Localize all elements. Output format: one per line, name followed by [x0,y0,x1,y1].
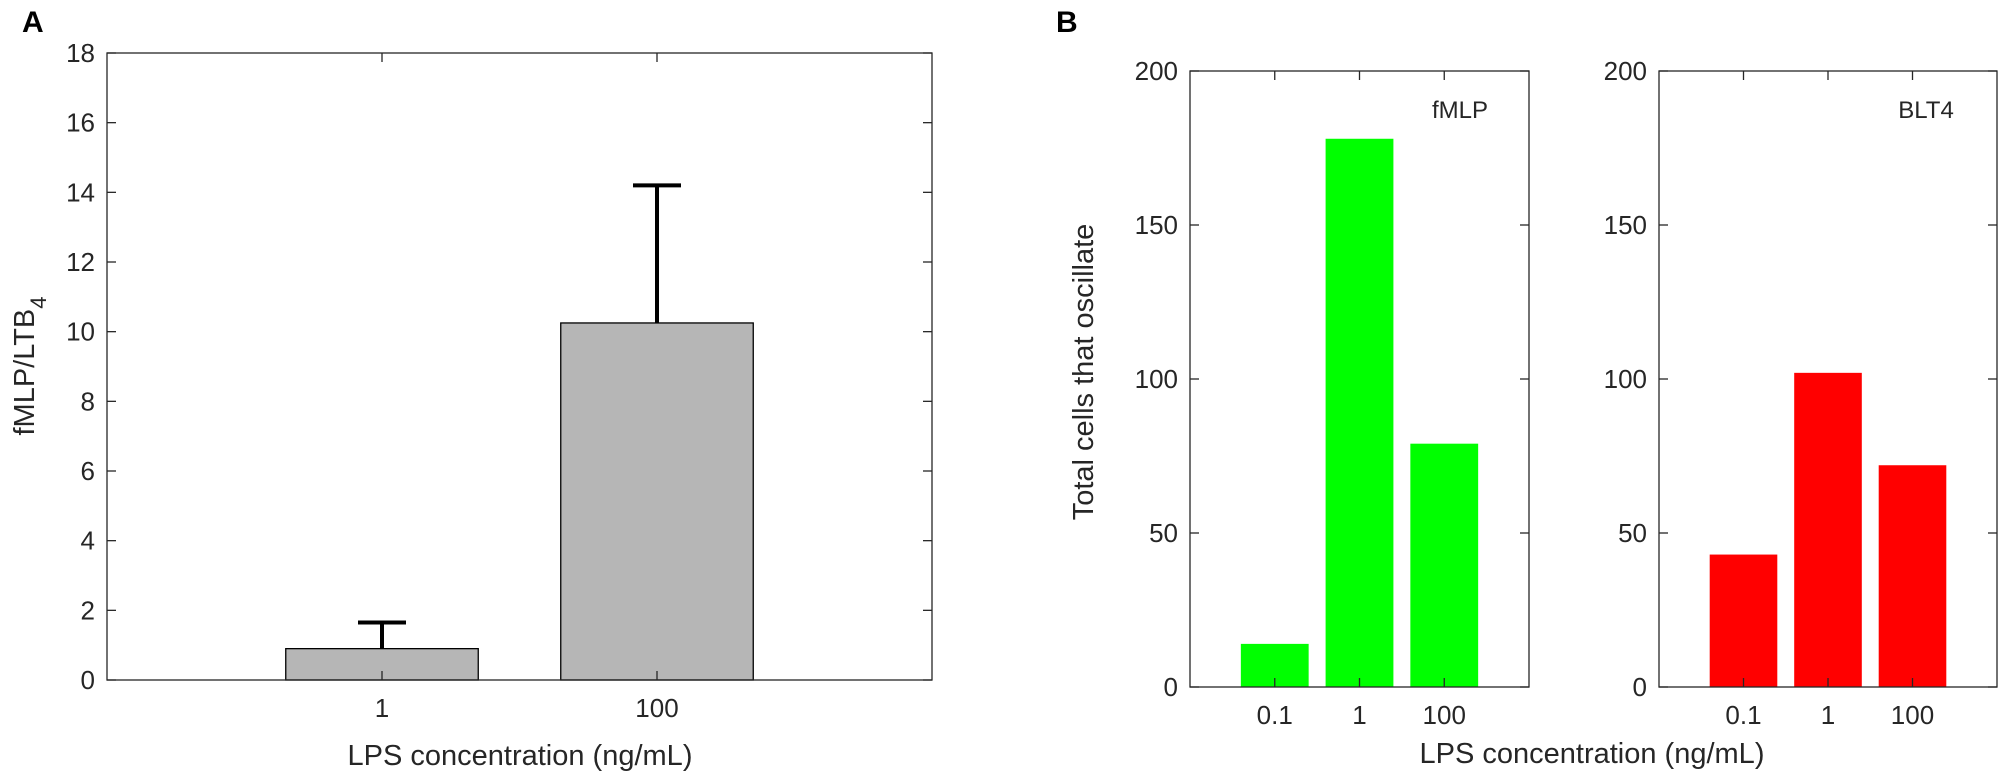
panel-letter-a: A [22,6,44,39]
panel-b-blt4-y-tick-labels: 0 50 100 150 200 [1604,56,1647,702]
panel-a-bar-1 [560,322,754,681]
panel-b-blt4-bars [1709,372,1947,687]
panel-a-bars [285,322,754,681]
panel-a-y-tick-label-6: 12 [66,247,95,277]
panel-b-blt4-bar-0 [1709,554,1778,687]
panel-a-ticks [107,52,932,681]
panel-a-y-axis-label-main: fMLP/LTB [9,309,41,436]
panel-b-fmlp-y-tick-label-4: 200 [1135,56,1178,86]
panel-b-fmlp-y-tick-label-1: 50 [1149,518,1178,548]
panel-b-blt4-y-tick-label-0: 0 [1633,672,1647,702]
panel-a-y-tick-labels: 0 2 4 6 8 10 12 14 16 18 [66,38,95,695]
panel-a-y-tick-label-7: 14 [66,177,95,207]
panel-a-x-tick-label-1: 100 [635,693,678,723]
panel-b-fmlp-y-tick-label-2: 100 [1135,364,1178,394]
panel-b-y-axis-label: Total cells that oscillate [1068,224,1100,521]
panel-b-fmlp-x-tick-label-1: 1 [1352,700,1366,730]
panel-b-fmlp-ticks [1190,70,1529,688]
panel-b-fmlp-y-tick-label-0: 0 [1164,672,1178,702]
panel-a-y-tick-label-9: 18 [66,38,95,68]
panel-b-blt4-x-tick-label-2: 100 [1891,700,1934,730]
panel-b-fmlp-bar-2 [1410,443,1479,687]
panel-a-y-tick-label-1: 2 [81,595,95,625]
panel-b-blt4-y-tick-label-4: 200 [1604,56,1647,86]
panel-a-error-bar-1 [633,183,681,323]
panel-b-fmlp-bar-1 [1325,138,1394,687]
panel-b-fmlp-y-tick-labels: 0 50 100 150 200 [1135,56,1178,702]
panel-a-x-tick-label-0: 1 [375,693,389,723]
panel-a-y-axis-label: fMLP/LTB4 [9,296,51,435]
panel-b-fmlp-x-tick-labels: 0.1 1 100 [1257,700,1466,730]
panel-b-fmlp-chart: 0 50 100 150 200 0.1 1 100 fMLP [1135,56,1530,730]
panel-b-blt4-chart: 0 50 100 150 200 0.1 1 100 BLT4 [1604,56,1998,730]
panel-b-blt4-ticks [1659,70,1997,688]
panel-b-fmlp-series-label: fMLP [1432,97,1488,124]
panel-b-blt4-y-tick-label-1: 50 [1618,518,1647,548]
panel-a-y-tick-label-2: 4 [81,526,95,556]
panel-a-axes-box [106,52,933,681]
panel-b-blt4-x-tick-labels: 0.1 1 100 [1725,700,1934,730]
panel-b-blt4-x-tick-label-1: 1 [1821,700,1835,730]
panel-b-fmlp-y-tick-label-3: 150 [1135,210,1178,240]
panel-a-error-bars [358,183,681,649]
panel-b-blt4-y-tick-label-3: 150 [1604,210,1647,240]
panel-b-fmlp-bars [1240,138,1479,687]
panel-b-blt4-bar-1 [1794,372,1862,687]
panel-b-blt4-y-tick-label-2: 100 [1604,364,1647,394]
panel-a-y-tick-label-3: 6 [81,456,95,486]
panel-a-y-tick-label-0: 0 [81,665,95,695]
panel-letter-b: B [1056,6,1078,39]
panel-a-x-tick-labels: 1 100 [375,693,679,723]
panel-a-error-bar-0 [358,620,406,649]
panel-a-y-tick-label-4: 8 [81,386,95,416]
panel-b-fmlp-x-tick-label-2: 100 [1423,700,1466,730]
panel-a-chart: 0 2 4 6 8 10 12 14 16 18 1 100 LPS concentration (… [9,38,933,772]
panel-a-y-axis-label-subscript: 4 [26,296,51,308]
panel-b-blt4-x-tick-label-0: 0.1 [1725,700,1761,730]
panel-a-x-axis-label: LPS concentration (ng/mL) [348,740,693,772]
panel-b-x-axis-label: LPS concentration (ng/mL) [1420,738,1765,770]
panel-a-y-tick-label-8: 16 [66,108,95,138]
panel-b-blt4-series-label: BLT4 [1898,97,1954,124]
panel-b-blt4-bar-2 [1878,465,1947,687]
panel-b-fmlp-x-tick-label-0: 0.1 [1257,700,1293,730]
panel-a-y-tick-label-5: 10 [66,317,95,347]
